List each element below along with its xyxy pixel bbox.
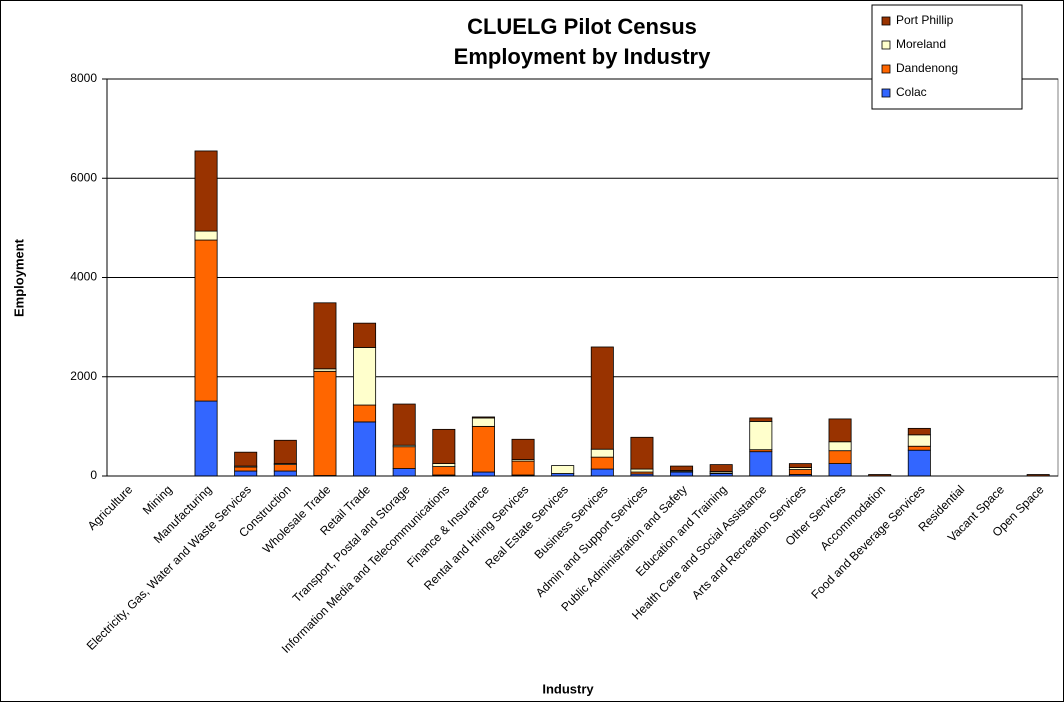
bar-segment: [432, 428, 456, 464]
bar-segment: [392, 468, 416, 477]
bar-segment: [788, 463, 812, 468]
bar-segment: [432, 466, 456, 476]
bar-segment: [432, 463, 456, 467]
legend-label: Dandenong: [896, 61, 958, 75]
bar-segment: [392, 446, 416, 469]
bar-segment: [313, 302, 337, 370]
bar-segment: [828, 418, 852, 443]
legend-label: Colac: [896, 85, 927, 99]
legend-swatch: [881, 16, 891, 26]
bar-segment: [907, 449, 931, 477]
legend-swatch: [881, 40, 891, 50]
bar-segment: [353, 421, 377, 477]
legend-box: [871, 4, 1023, 110]
bar-segment: [353, 322, 377, 348]
bar-segment: [471, 417, 495, 427]
legend-swatch: [881, 88, 891, 98]
y-tick-label: 8000: [70, 71, 97, 85]
bar-segment: [392, 403, 416, 446]
bar-segment: [313, 370, 337, 476]
bar-segment: [511, 438, 535, 461]
bar-segment: [234, 466, 258, 472]
y-tick-label: 4000: [70, 270, 97, 284]
bar-segment: [273, 470, 297, 477]
bar-segment: [194, 150, 218, 232]
bar-segment: [749, 421, 773, 451]
bar-segment: [194, 230, 218, 241]
bar-segment: [590, 468, 614, 477]
chart-title: Employment by Industry: [454, 44, 711, 69]
bar-segment: [590, 346, 614, 450]
bar-segment: [590, 456, 614, 470]
bar-segment: [709, 464, 733, 472]
y-tick-label: 2000: [70, 369, 97, 383]
chart-title: CLUELG Pilot Census: [467, 14, 697, 39]
bar-segment: [749, 451, 773, 477]
bar-segment: [234, 451, 258, 467]
bar-segment: [353, 347, 377, 406]
bar-segment: [907, 445, 931, 451]
bar-segment: [511, 460, 535, 476]
bar-segment: [273, 439, 297, 464]
y-axis-title: Employment: [11, 238, 26, 317]
bar-segment: [828, 450, 852, 464]
legend-label: Moreland: [896, 37, 946, 51]
bar-segment: [353, 404, 377, 423]
legend-swatch: [881, 64, 891, 74]
y-tick-label: 6000: [70, 170, 97, 184]
bar-segment: [273, 464, 297, 472]
bar-segment: [749, 417, 773, 422]
bar-segment: [788, 469, 812, 475]
bar-segment: [471, 425, 495, 473]
bar-segment: [670, 465, 694, 471]
legend-label: Port Phillip: [896, 13, 954, 27]
bar-segment: [907, 434, 931, 447]
x-axis-title: Industry: [542, 681, 594, 696]
bar-segment: [471, 471, 495, 477]
bar-segment: [630, 468, 654, 473]
bar-segment: [194, 239, 218, 402]
bar-segment: [828, 441, 852, 452]
y-tick-label: 0: [90, 468, 97, 482]
bar-segment: [590, 448, 614, 458]
bar-segment: [551, 465, 575, 474]
bar-segment: [471, 416, 495, 419]
bar-segment: [194, 400, 218, 477]
bar-segment: [670, 471, 694, 477]
bar-segment: [907, 427, 931, 436]
bar-segment: [234, 470, 258, 477]
bar-segment: [828, 463, 852, 477]
bar-segment: [630, 436, 654, 470]
